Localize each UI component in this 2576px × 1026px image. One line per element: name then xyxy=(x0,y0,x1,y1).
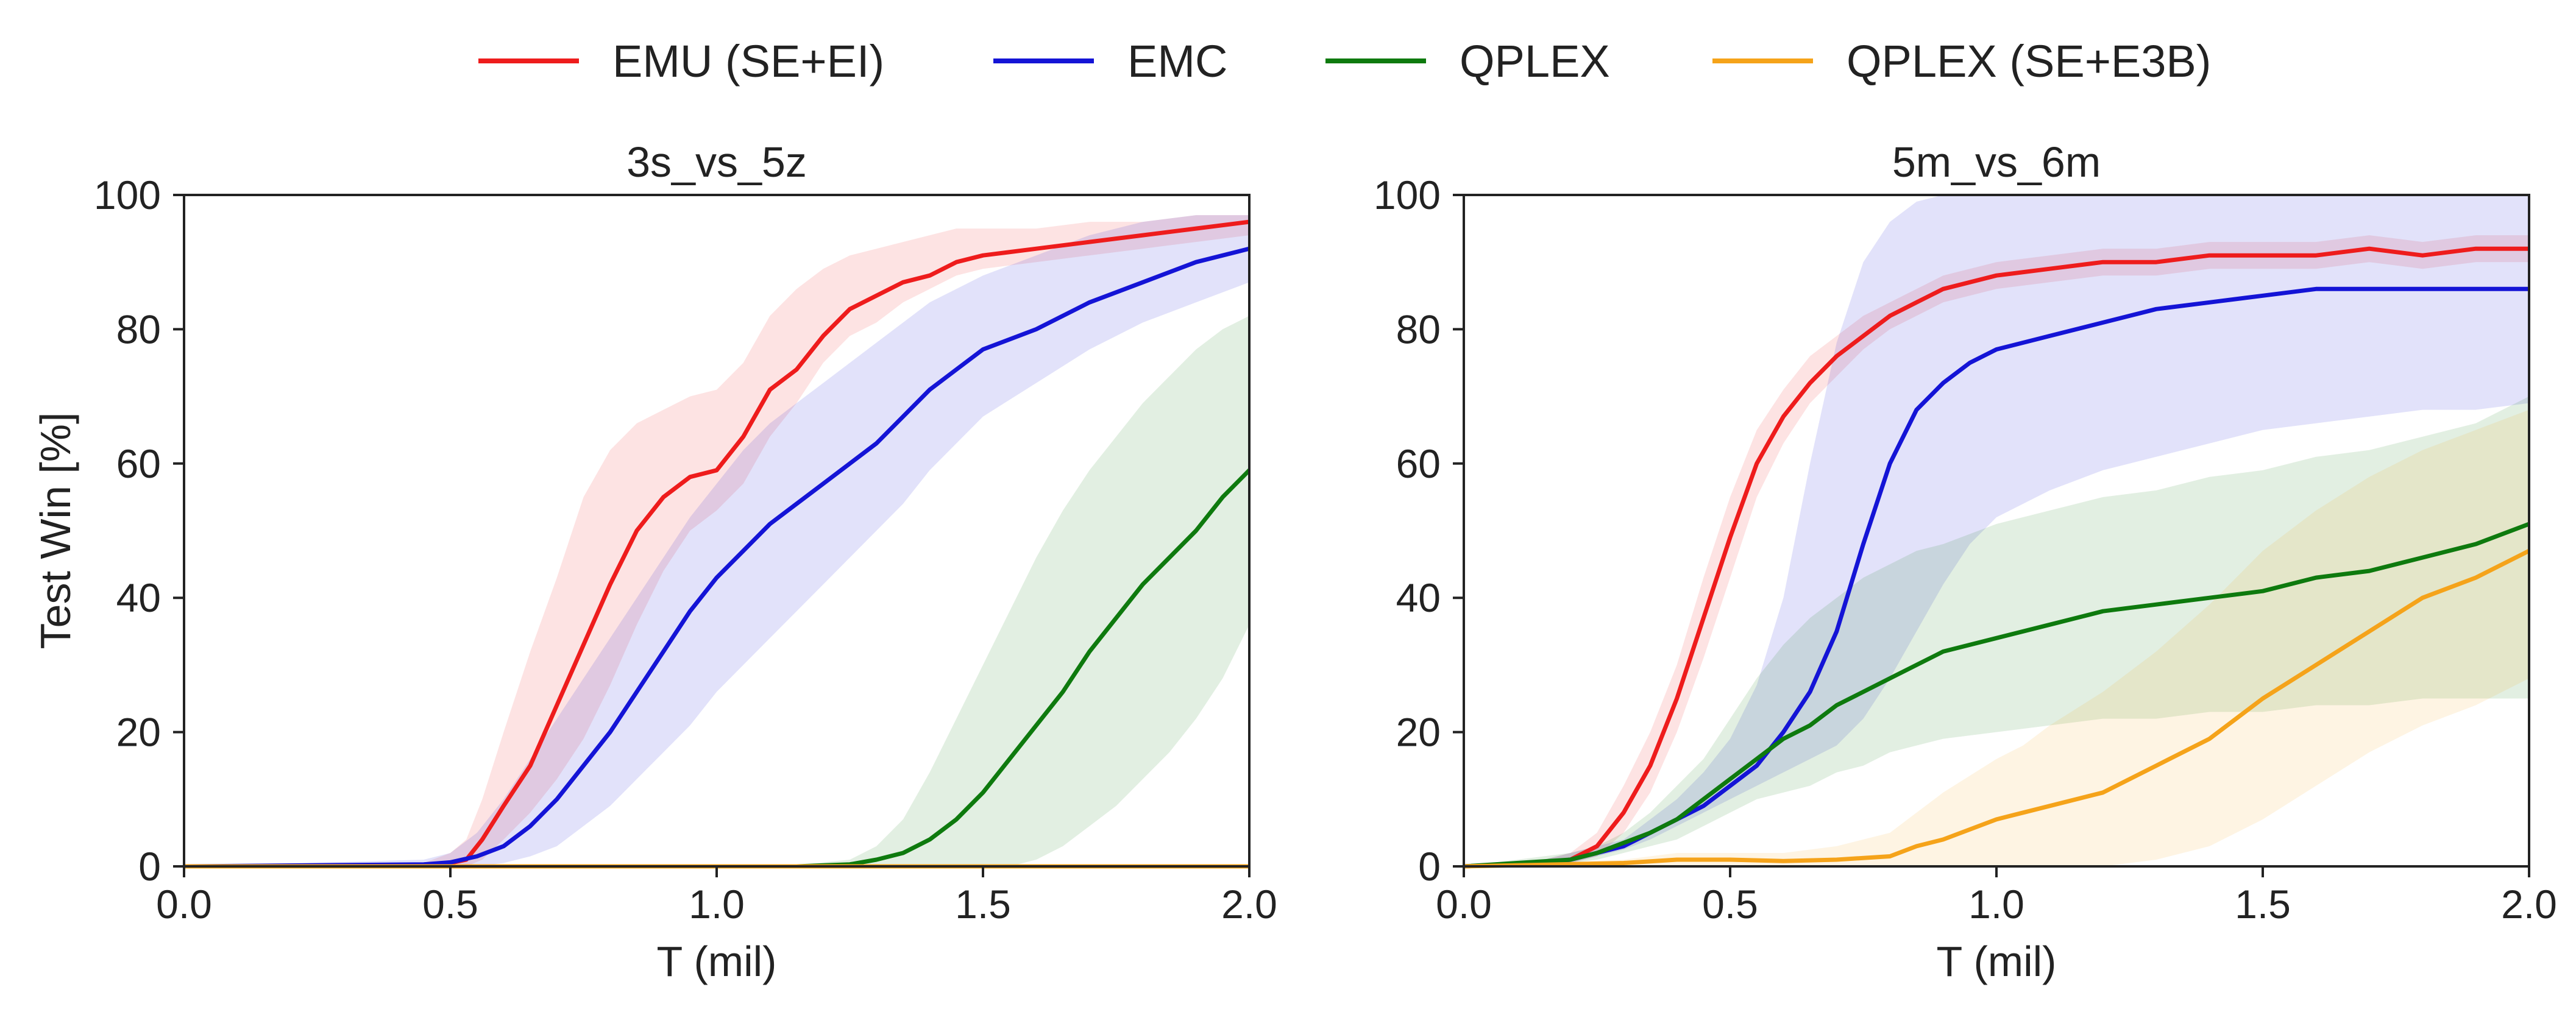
y-ticks: 0 20 40 60 80 100 xyxy=(94,172,184,889)
panel-5m-vs-6m: 0.0 0.5 1.0 1.5 2.0 0 20 40 60 80 100 5m_vs_6m T … xyxy=(1374,138,2557,985)
x-tick-label: 1.5 xyxy=(2235,882,2291,927)
confidence-bands xyxy=(1464,195,2529,867)
x-ticks: 0.0 0.5 1.0 1.5 2.0 xyxy=(1436,866,2557,927)
y-ticks: 0 20 40 60 80 100 xyxy=(1374,172,1464,889)
x-tick-label: 0.0 xyxy=(1436,882,1492,927)
confidence-bands xyxy=(184,215,1249,867)
y-tick-label: 40 xyxy=(116,575,161,620)
x-tick-label: 2.0 xyxy=(2501,882,2557,927)
legend-label-qplex-se-e3b: QPLEX (SE+E3B) xyxy=(1847,36,2211,87)
x-tick-label: 1.0 xyxy=(689,882,745,927)
series-lines xyxy=(1464,246,2529,869)
line-qplex xyxy=(1464,522,2529,869)
y-tick-label: 20 xyxy=(116,710,161,755)
band-qplex xyxy=(184,316,1249,866)
line-emu-se-ei xyxy=(184,219,1249,869)
line-emc xyxy=(184,246,1249,869)
x-tick-label: 1.5 xyxy=(955,882,1011,927)
y-tick-label: 0 xyxy=(1418,844,1441,889)
x-ticks: 0.0 0.5 1.0 1.5 2.0 xyxy=(156,866,1277,927)
y-tick-label: 20 xyxy=(1396,710,1441,755)
legend-label-emc: EMC xyxy=(1127,36,1227,87)
band-emc xyxy=(184,215,1249,867)
panel-title: 3s_vs_5z xyxy=(626,138,807,186)
legend: EMU (SE+EI) EMC QPLEX QPLEX (SE+E3B) xyxy=(478,36,2211,87)
band-emc xyxy=(1464,195,2529,866)
band-qplex xyxy=(1464,396,2529,866)
line-emu-se-ei xyxy=(1464,246,2529,869)
x-axis-label: T (mil) xyxy=(657,938,777,985)
y-tick-label: 40 xyxy=(1396,575,1441,620)
x-tick-label: 0.5 xyxy=(422,882,478,927)
y-tick-label: 100 xyxy=(94,172,161,218)
y-tick-label: 80 xyxy=(116,306,161,352)
y-tick-label: 60 xyxy=(1396,441,1441,486)
x-tick-label: 2.0 xyxy=(1221,882,1277,927)
x-axis-label: T (mil) xyxy=(1937,938,2057,985)
x-tick-label: 0.0 xyxy=(156,882,212,927)
x-tick-label: 1.0 xyxy=(1968,882,2024,927)
line-qplex xyxy=(184,468,1249,869)
y-tick-label: 60 xyxy=(116,441,161,486)
legend-label-qplex: QPLEX xyxy=(1460,36,1610,87)
y-axis-label: Test Win [%] xyxy=(32,412,79,649)
y-tick-label: 80 xyxy=(1396,306,1441,352)
y-tick-label: 100 xyxy=(1374,172,1441,218)
legend-label-emu-se-ei: EMU (SE+EI) xyxy=(612,36,884,87)
panel-3s-vs-5z: 0.0 0.5 1.0 1.5 2.0 0 20 40 60 80 100 3s_vs_5z T … xyxy=(32,138,1277,985)
y-tick-label: 0 xyxy=(138,844,161,889)
x-tick-label: 0.5 xyxy=(1702,882,1758,927)
line-qplex-se-e3b xyxy=(1464,548,2529,869)
panel-title: 5m_vs_6m xyxy=(1892,138,2101,186)
band-qplex-se-e3b xyxy=(1464,409,2529,866)
